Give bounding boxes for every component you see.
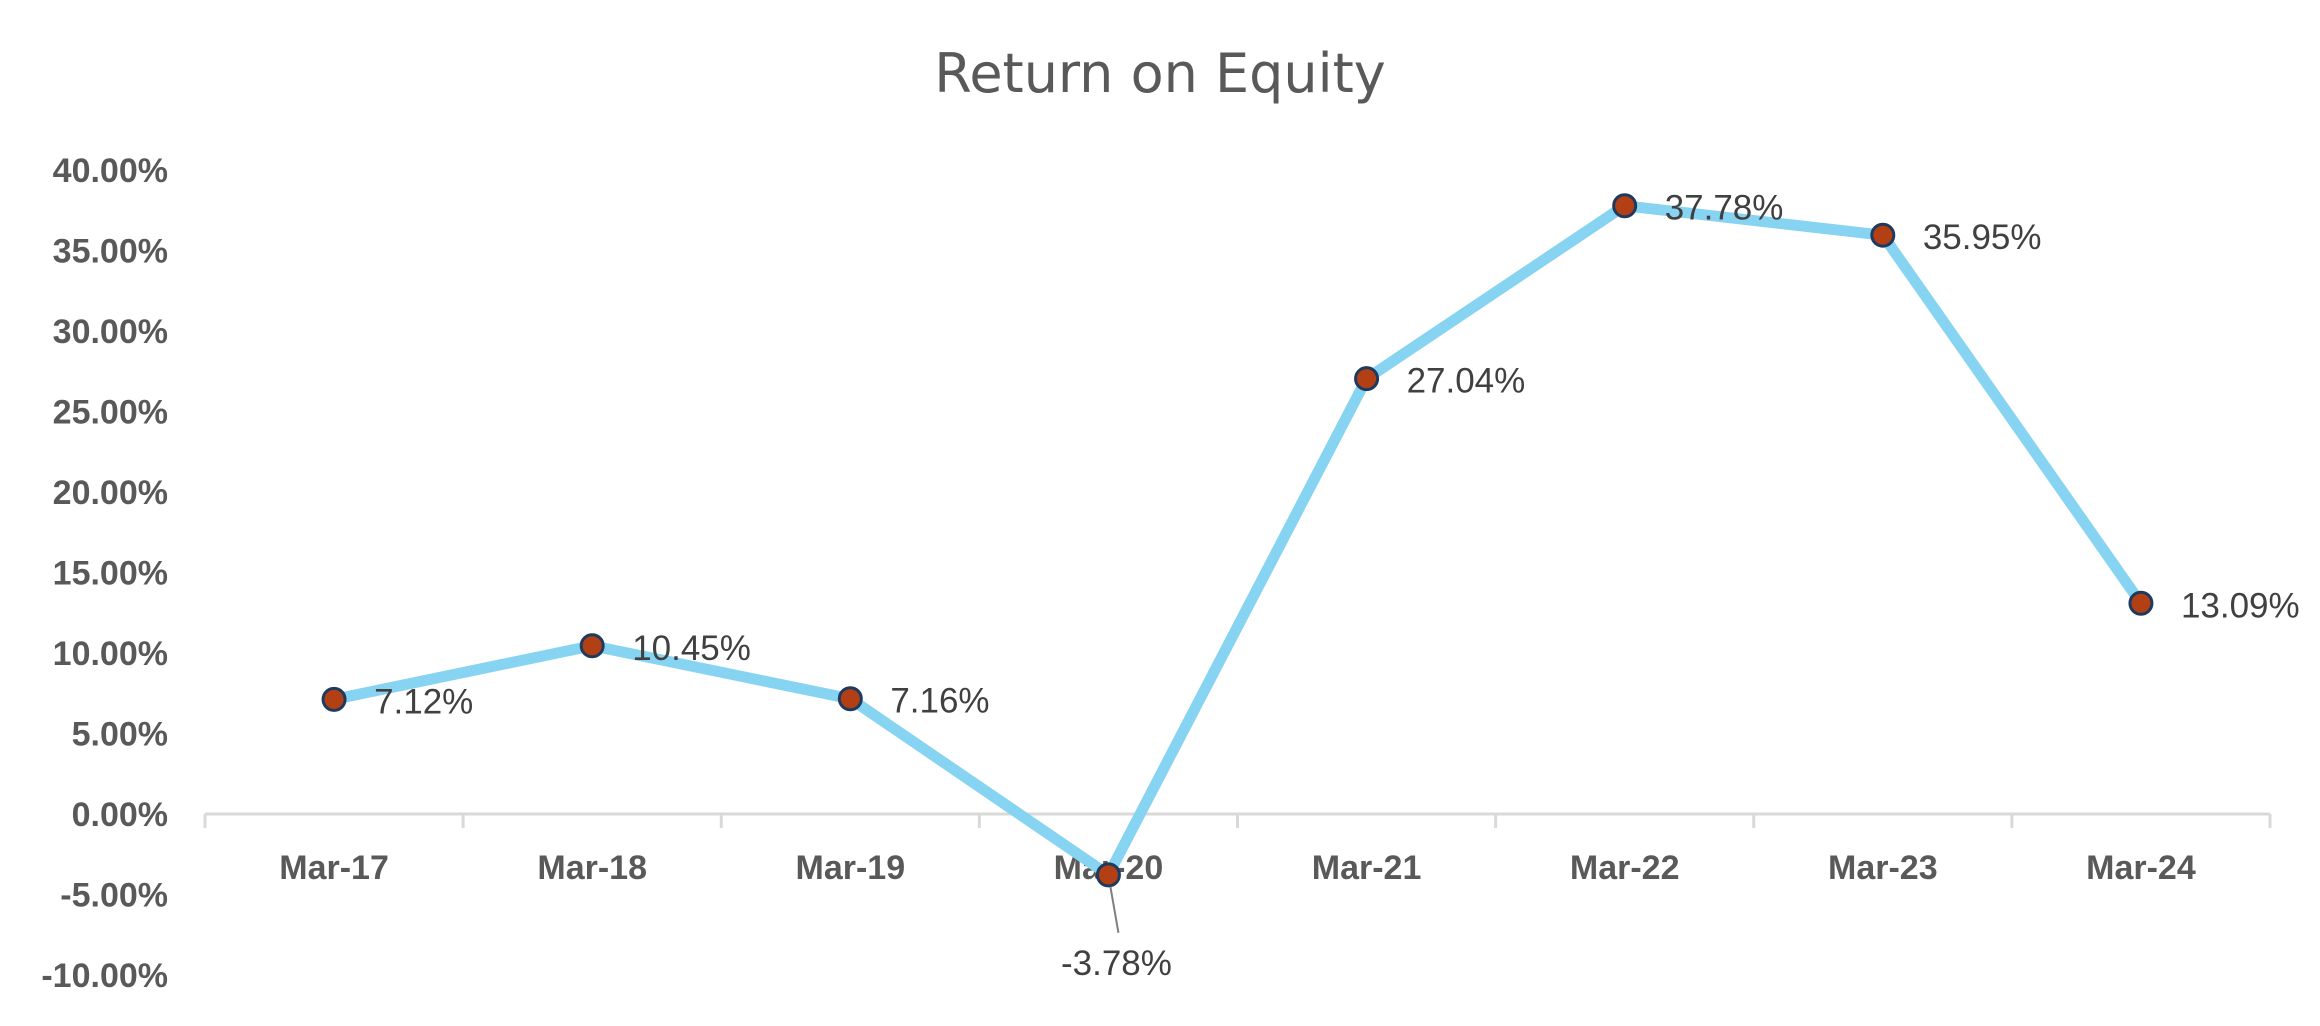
data-label: 35.95%	[1923, 218, 2042, 257]
y-tick-label: 40.00%	[53, 152, 168, 190]
y-axis: 40.00% 35.00% 30.00% 25.00% 20.00% 15.00% 10.0…	[41, 152, 168, 995]
data-point-marker	[837, 686, 863, 712]
data-label: -3.78%	[1061, 944, 1172, 983]
x-tick-label: Mar-19	[796, 849, 906, 887]
data-label: 37.78%	[1665, 189, 1784, 228]
y-tick-label: 30.00%	[53, 313, 168, 351]
data-label: 7.16%	[890, 682, 989, 721]
x-tick-label: Mar-23	[1828, 849, 1938, 887]
data-point-marker	[321, 686, 347, 712]
y-tick-label: 25.00%	[53, 394, 168, 432]
data-point-marker	[1870, 222, 1896, 248]
data-point-marker	[579, 633, 605, 659]
x-tick-label: Mar-18	[537, 849, 647, 887]
data-point-marker	[1354, 366, 1380, 392]
data-label: 27.04%	[1407, 362, 1526, 401]
x-tick-label: Mar-24	[2086, 849, 2196, 887]
series-line	[328, 200, 2147, 881]
y-tick-label: 20.00%	[53, 474, 168, 512]
y-tick-label: 0.00%	[72, 796, 168, 834]
data-label: 10.45%	[632, 629, 751, 668]
x-tick-label: Mar-17	[279, 849, 389, 887]
series-return-on-equity	[321, 193, 2154, 888]
y-tick-label: 35.00%	[53, 233, 168, 271]
data-label: 7.12%	[374, 682, 473, 721]
y-tick-label: 5.00%	[72, 716, 168, 754]
data-point-marker	[2128, 590, 2154, 616]
data-point-marker	[1612, 193, 1638, 219]
data-point-marker	[1095, 862, 1121, 888]
chart-title: Return on Equity	[934, 42, 1386, 105]
data-label-leader-line	[1109, 886, 1120, 934]
y-tick-label: -5.00%	[60, 877, 168, 915]
x-tick-label: Mar-21	[1312, 849, 1422, 887]
x-tick-label: Mar-22	[1570, 849, 1680, 887]
y-tick-label: 15.00%	[53, 555, 168, 593]
y-tick-label: -10.00%	[41, 957, 168, 995]
x-axis: Mar-17Mar-18Mar-19Mar-20Mar-21Mar-22Mar-…	[203, 812, 2272, 887]
y-tick-label: 10.00%	[53, 635, 168, 673]
data-labels: 7.12% 10.45% 7.16% -3.78% 27.04% 37.78% 35.95%…	[374, 189, 2300, 983]
data-label: 13.09%	[2181, 586, 2300, 625]
